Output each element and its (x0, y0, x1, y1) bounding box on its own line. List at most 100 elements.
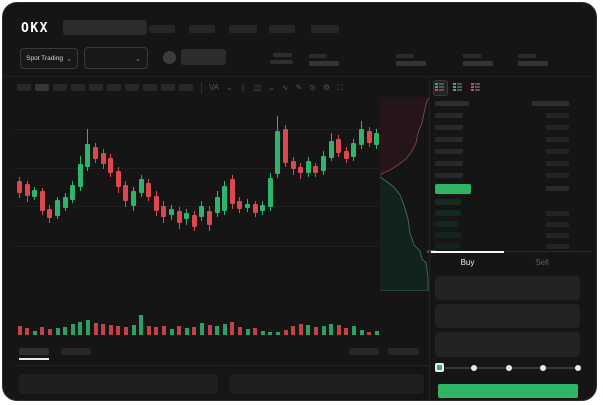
volume-bar (78, 322, 83, 335)
slider-stop[interactable] (575, 365, 581, 371)
candle-body (283, 129, 288, 163)
ask-price[interactable] (435, 125, 463, 130)
chevron-down-icon: ⌄ (65, 55, 72, 63)
timeframe-button[interactable] (143, 84, 157, 91)
ask-amount (546, 137, 569, 142)
volume-bar (101, 324, 106, 335)
candle-body (229, 179, 235, 204)
volume-bar (245, 329, 250, 335)
bottom-panel[interactable] (229, 374, 424, 394)
candle-body (214, 197, 220, 213)
candle-body (191, 215, 197, 227)
action-button[interactable] (181, 49, 226, 65)
book-all-icon[interactable] (433, 80, 448, 96)
book-asks-icon[interactable] (470, 81, 483, 95)
timeframe-button[interactable] (35, 84, 49, 91)
stat-value (463, 61, 493, 66)
ask-price[interactable] (435, 161, 463, 166)
bottom-panel[interactable] (19, 374, 218, 394)
nav-item[interactable] (311, 25, 339, 33)
ask-price[interactable] (435, 173, 463, 178)
pair-selector[interactable]: ⌄ (84, 47, 148, 69)
timeframe-button[interactable] (107, 84, 121, 91)
ask-price[interactable] (435, 113, 463, 118)
volume-bar (298, 324, 303, 335)
chevron-down-icon[interactable]: ⌄ (268, 83, 275, 92)
bottom-right-link[interactable] (388, 348, 419, 355)
orderbook-view-modes (433, 80, 483, 96)
volume-bar (55, 328, 60, 335)
slider-stop[interactable] (505, 365, 512, 371)
price-input[interactable] (435, 276, 580, 300)
volume-bar (85, 320, 90, 335)
bottom-tab[interactable] (61, 348, 91, 355)
volume-bar (367, 332, 372, 335)
candle-style-icon[interactable]: ◫ (253, 83, 262, 92)
line-tool-icon[interactable]: ∿ (281, 83, 289, 92)
timeframe-button[interactable] (89, 84, 103, 91)
slider-stop[interactable] (540, 365, 547, 371)
ask-amount (546, 125, 569, 130)
interval-text-icon[interactable]: VA (209, 83, 220, 92)
tab-buy[interactable]: Buy (431, 255, 504, 269)
ask-price[interactable] (435, 149, 463, 154)
bid-price[interactable] (435, 243, 460, 249)
separator-bar[interactable]: ❘ (239, 83, 247, 92)
timeframe-button[interactable] (17, 84, 31, 91)
bid-price[interactable] (435, 232, 461, 238)
market-type-selector[interactable]: Spot Trading ⌄ (20, 48, 78, 69)
last-price-amount (546, 186, 569, 191)
buy-button[interactable] (438, 384, 578, 398)
tab-sell-label: Sell (535, 257, 549, 267)
bid-price[interactable] (435, 210, 461, 216)
candle-body (108, 158, 114, 173)
timeframe-button[interactable] (125, 84, 139, 91)
tab-sell[interactable]: Sell (504, 255, 580, 269)
draw-pencil-icon[interactable]: ✎ (295, 83, 303, 92)
candle-body (17, 181, 22, 193)
orderbook-col-header (435, 101, 469, 106)
slider-stop[interactable] (470, 365, 477, 371)
divider (429, 77, 430, 400)
active-tab-underline (19, 358, 49, 360)
nav-item[interactable] (269, 25, 295, 33)
timeframe-button[interactable] (71, 84, 85, 91)
stat-label (463, 54, 481, 58)
candle-body (252, 204, 258, 213)
divider (504, 251, 592, 252)
search-input[interactable] (63, 20, 147, 35)
candle-body (305, 161, 311, 173)
nav-item[interactable] (189, 25, 215, 33)
avatar[interactable] (163, 51, 176, 64)
timeframe-button[interactable] (179, 84, 193, 91)
volume-bar (192, 327, 197, 335)
total-input[interactable] (435, 332, 580, 357)
candle-body (359, 129, 364, 145)
amount-input[interactable] (435, 304, 580, 328)
bottom-tab-active[interactable] (19, 348, 49, 355)
slider-handle[interactable] (435, 363, 444, 372)
bid-price[interactable] (435, 199, 461, 205)
candle-body (328, 141, 334, 158)
candle-body (275, 131, 281, 174)
nav-item[interactable] (149, 25, 175, 33)
camera-icon[interactable]: ⊙ (309, 83, 316, 92)
volume-bar (169, 329, 174, 335)
timeframe-button[interactable] (161, 84, 175, 91)
bottom-right-link[interactable] (349, 348, 379, 355)
ask-price[interactable] (435, 137, 463, 142)
okx-logo[interactable]: OKX (21, 21, 49, 36)
bid-price[interactable] (435, 221, 459, 227)
candle-body (298, 167, 304, 173)
last-price-highlight[interactable] (435, 184, 471, 194)
fullscreen-icon[interactable]: ⛶ (337, 83, 343, 92)
candle-body (62, 197, 68, 208)
candle-body (237, 201, 243, 209)
candle-body (336, 139, 342, 153)
timeframe-button[interactable] (53, 84, 67, 91)
book-bids-icon[interactable] (452, 81, 465, 95)
volume-bar (139, 315, 144, 335)
settings-gear-icon[interactable]: ⚙ (322, 83, 331, 92)
nav-item[interactable] (229, 25, 257, 33)
chevron-down-icon[interactable]: ⌄ (226, 83, 233, 92)
